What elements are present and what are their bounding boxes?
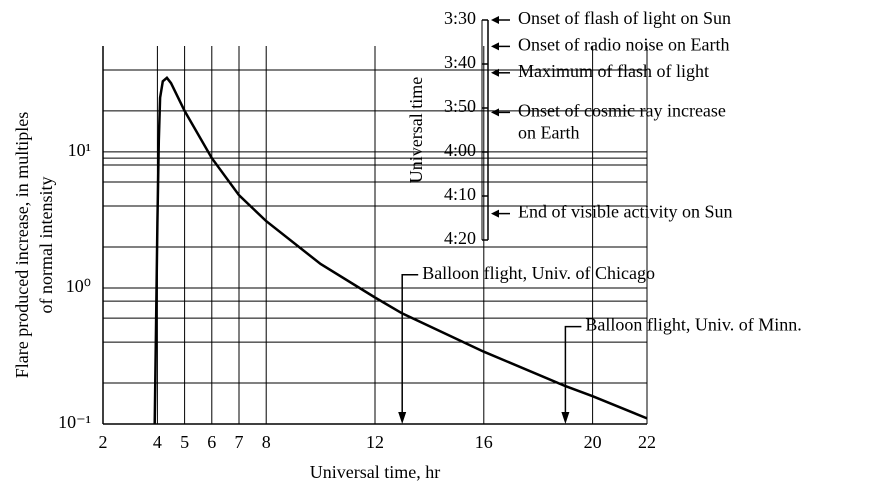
annotation-arrow [401, 274, 419, 416]
arrow-head [491, 16, 499, 24]
event-label: Onset of radio noise on Earth [518, 35, 729, 55]
x-tick-label: 4 [153, 432, 162, 452]
x-tick-label: 22 [638, 432, 656, 452]
event-label: Maximum of flash of light [518, 61, 709, 81]
x-tick-label: 6 [207, 432, 216, 452]
y-tick-label: 10⁰ [66, 276, 91, 296]
event-label: End of visible activity on Sun [518, 202, 732, 222]
arrow-head [491, 108, 499, 117]
x-tick-label: 5 [180, 432, 189, 452]
timeline-tick-label: 3:40 [444, 52, 476, 72]
annotation-text: Balloon flight, Univ. of Chicago [422, 263, 655, 283]
arrow-head [491, 209, 499, 218]
x-tick-label: 8 [262, 432, 271, 452]
annotation: Balloon flight, Univ. of Minn. [561, 315, 802, 424]
event-label: on Earth [518, 123, 579, 143]
x-tick-label: 16 [475, 432, 493, 452]
annotation-arrow [564, 325, 582, 416]
event-label: Onset of cosmic ray increase [518, 101, 726, 121]
timeline-tick-label: 3:30 [444, 8, 476, 28]
y-tick-label: 10¹ [68, 140, 91, 160]
timeline-tick-label: 4:10 [444, 184, 476, 204]
arrow-head [491, 42, 499, 51]
annotation-text: Balloon flight, Univ. of Minn. [585, 315, 801, 335]
x-tick-label: 12 [366, 432, 384, 452]
x-tick-label: 2 [99, 432, 108, 452]
timeline-axis-label: Universal time [406, 77, 426, 183]
arrow-head [398, 412, 407, 424]
line-series [153, 75, 648, 425]
timeline-tick-label: 4:00 [444, 140, 476, 160]
arrow-head [561, 412, 570, 424]
x-axis-label: Universal time, hr [310, 462, 440, 482]
annotation: Balloon flight, Univ. of Chicago [398, 263, 655, 424]
timeline-tick-label: 3:50 [444, 96, 476, 116]
arrow-head [491, 68, 499, 77]
x-tick-label: 7 [235, 432, 244, 452]
y-tick-label: 10⁻¹ [58, 412, 91, 432]
event-label: Onset of flash of light on Sun [518, 8, 731, 28]
timeline-tick-label: 4:20 [444, 228, 476, 248]
y-axis-label: of normal intensity [36, 177, 56, 314]
y-axis-label: Flare produced increase, in multiples [12, 112, 32, 378]
x-tick-label: 20 [584, 432, 602, 452]
